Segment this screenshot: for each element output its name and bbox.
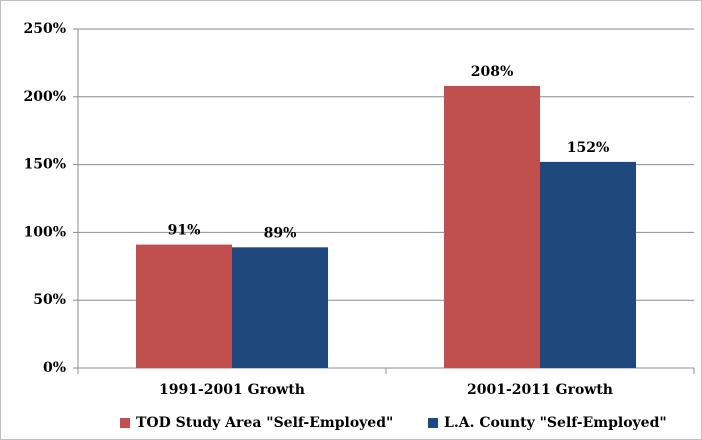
x-tick-label: 1991-2001 Growth	[159, 382, 305, 398]
y-tick-label: 250%	[23, 21, 66, 37]
legend-label: L.A. County "Self-Employed"	[444, 415, 667, 431]
y-tick-label: 100%	[23, 224, 66, 240]
value-label: 152%	[567, 140, 610, 156]
bar	[540, 161, 636, 368]
bar	[232, 247, 328, 368]
bar	[136, 244, 232, 368]
value-label: 91%	[168, 223, 201, 239]
y-tick-label: 0%	[43, 360, 66, 376]
legend-swatch	[120, 418, 130, 428]
legend-swatch	[428, 418, 438, 428]
y-tick-label: 50%	[33, 292, 66, 308]
value-label: 208%	[471, 64, 514, 80]
legend-label: TOD Study Area "Self-Employed"	[136, 415, 393, 431]
y-tick-label: 200%	[23, 89, 66, 105]
bar	[444, 85, 540, 369]
value-label: 89%	[264, 225, 297, 241]
y-tick-label: 150%	[23, 157, 66, 173]
x-tick-label: 2001-2011 Growth	[467, 382, 613, 398]
